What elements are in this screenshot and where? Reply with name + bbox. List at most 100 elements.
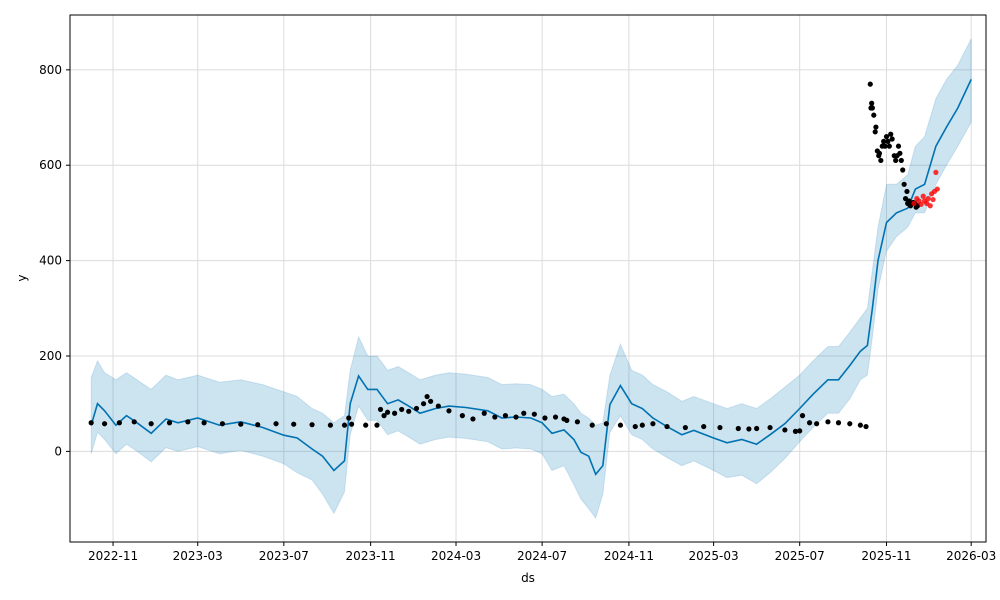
- observed-point: [166, 420, 173, 426]
- x-tick-label: 2022-11: [88, 549, 138, 563]
- observed-point: [863, 423, 869, 430]
- observed-point: [88, 420, 94, 426]
- observed-point: [767, 424, 773, 431]
- observed-point: [886, 143, 892, 149]
- future-points: [911, 169, 940, 209]
- x-tick-label: 2023-11: [346, 549, 396, 563]
- observed-point: [871, 112, 877, 118]
- observed-point: [131, 419, 137, 425]
- x-tick-label: 2026-03: [946, 549, 996, 563]
- observed-point: [895, 143, 902, 149]
- observed-point: [424, 393, 430, 400]
- observed-point: [797, 428, 803, 434]
- observed-point: [201, 420, 207, 426]
- observed-point: [869, 105, 875, 111]
- observed-point: [617, 422, 624, 428]
- observed-point: [521, 410, 527, 416]
- observed-point: [384, 409, 391, 415]
- observed-point: [806, 420, 813, 426]
- observed-point: [101, 421, 108, 427]
- observed-point: [542, 415, 548, 421]
- plot-frame: [69, 14, 987, 543]
- uncertainty-band: [90, 38, 972, 520]
- observed-point: [148, 421, 154, 427]
- x-tick-label: 2025-07: [775, 549, 825, 563]
- observed-point: [502, 413, 509, 419]
- observed-point: [377, 406, 384, 413]
- observed-point: [531, 411, 537, 417]
- observed-point: [116, 420, 122, 426]
- future-point: [927, 203, 933, 209]
- observed-point: [650, 421, 656, 427]
- observed-point: [893, 157, 899, 164]
- observed-point: [901, 181, 907, 187]
- observed-point: [513, 414, 519, 420]
- observed-point: [185, 419, 191, 425]
- observed-point: [889, 136, 895, 142]
- observed-point: [904, 188, 910, 195]
- observed-point: [814, 421, 820, 427]
- grid-lines: [70, 15, 986, 542]
- observed-point: [799, 413, 806, 419]
- observed-point: [876, 150, 883, 156]
- observed-point: [492, 414, 498, 420]
- observed-point: [754, 425, 760, 432]
- observed-point: [420, 401, 427, 407]
- x-tick-label: 2025-11: [861, 549, 911, 563]
- observed-point: [717, 424, 723, 431]
- observed-point: [632, 423, 638, 430]
- observed-point: [639, 422, 645, 428]
- future-point: [925, 196, 931, 202]
- observed-point: [589, 422, 595, 428]
- observed-point: [291, 421, 297, 427]
- observed-point: [399, 406, 405, 413]
- observed-point: [872, 129, 878, 135]
- observed-point: [857, 422, 863, 428]
- observed-point: [847, 421, 853, 427]
- future-point: [920, 193, 926, 199]
- observed-point: [446, 408, 452, 414]
- x-tick-label: 2024-11: [604, 549, 654, 563]
- observed-point: [900, 167, 906, 173]
- observed-point: [878, 157, 884, 164]
- x-tick-label: 2024-07: [517, 549, 567, 563]
- observed-point: [735, 425, 741, 432]
- observed-point: [363, 422, 369, 428]
- observed-point: [219, 421, 226, 427]
- y-axis: 0 200 400 600 800: [39, 63, 70, 458]
- observed-point: [564, 417, 570, 423]
- x-axis-label: ds: [521, 571, 535, 585]
- observed-point: [552, 414, 559, 420]
- observed-point: [574, 419, 580, 425]
- y-tick-label: 400: [39, 254, 62, 268]
- observed-point: [881, 138, 887, 144]
- y-tick-label: 0: [54, 444, 62, 458]
- observed-point: [381, 413, 387, 419]
- observed-point: [327, 422, 334, 428]
- observed-point: [897, 150, 903, 156]
- observed-point: [882, 143, 888, 149]
- future-point: [918, 201, 924, 207]
- observed-point: [867, 81, 873, 87]
- y-axis-label: y: [15, 274, 29, 281]
- observed-point: [406, 408, 412, 414]
- observed-point: [392, 410, 398, 416]
- future-point: [930, 196, 936, 203]
- observed-point: [746, 426, 752, 432]
- observed-point: [255, 422, 261, 428]
- y-tick-label: 200: [39, 349, 62, 363]
- observed-points: [88, 81, 921, 434]
- observed-point: [664, 423, 670, 430]
- x-axis: 2022-11 2023-03 2023-07 2023-11 2024-03 2024-…: [88, 542, 996, 563]
- observed-point: [481, 410, 487, 416]
- x-tick-label: 2023-07: [259, 549, 309, 563]
- observed-point: [873, 124, 879, 130]
- x-tick-label: 2024-03: [431, 549, 481, 563]
- observed-point: [701, 423, 707, 430]
- future-point: [933, 169, 939, 175]
- observed-point: [888, 131, 894, 137]
- observed-point: [682, 424, 688, 431]
- observed-point: [309, 422, 315, 428]
- observed-point: [341, 422, 348, 428]
